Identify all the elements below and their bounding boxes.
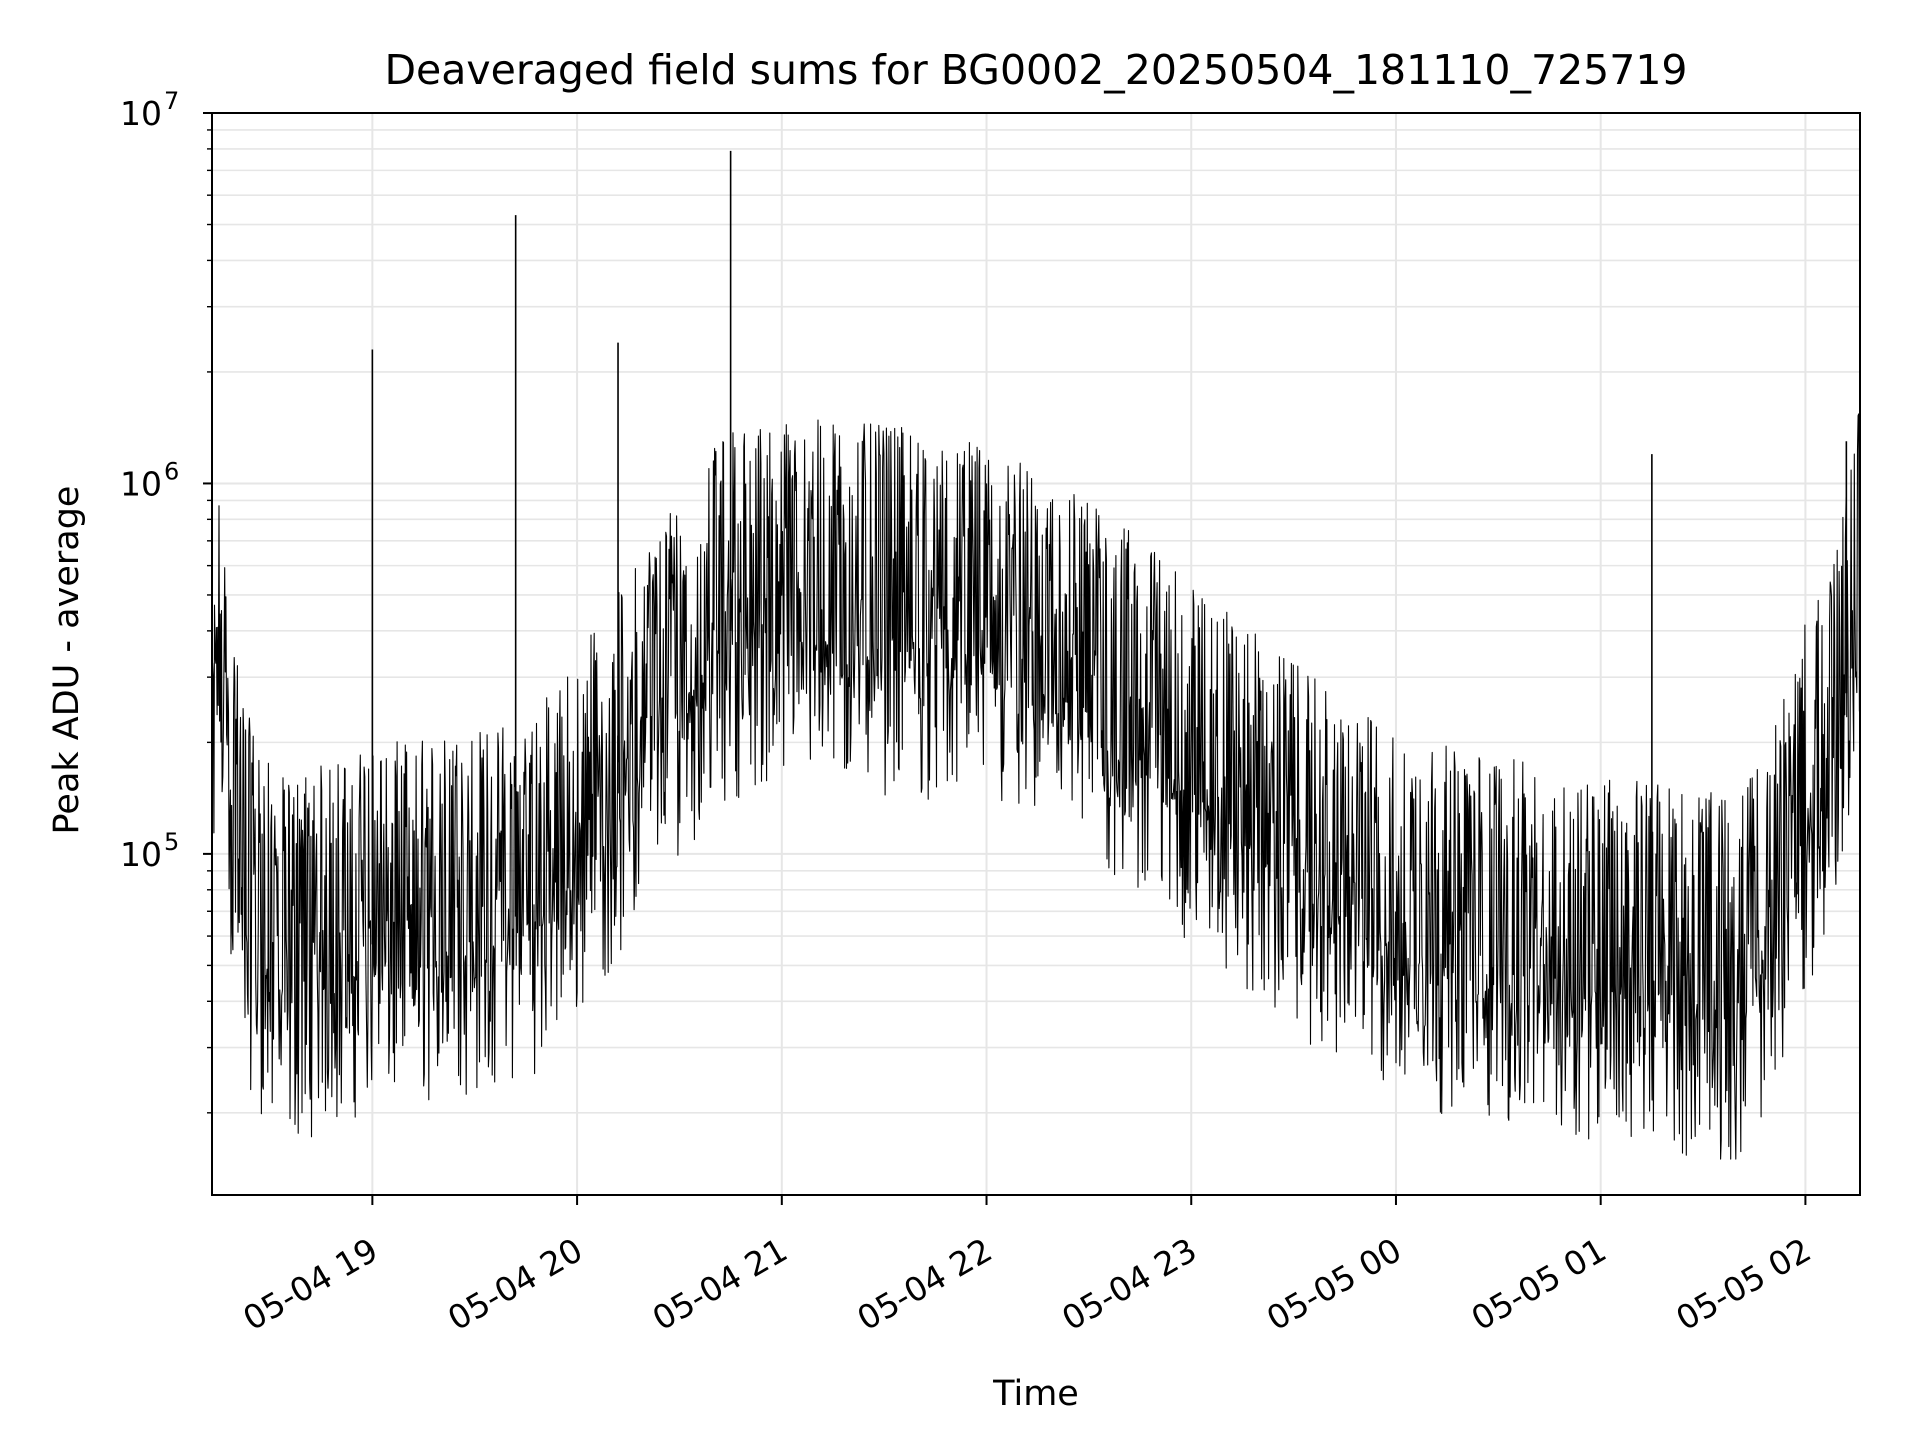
y-tick-base: 10: [120, 464, 162, 503]
y-tick-label: 10 7: [120, 87, 179, 133]
y-tick-exponent: 6: [164, 457, 179, 485]
x-axis-label: Time: [992, 1374, 1079, 1414]
y-tick-label: 10 6: [120, 457, 179, 503]
chart-title: Deaveraged field sums for BG0002_2025050…: [384, 46, 1687, 94]
y-tick-base: 10: [120, 835, 162, 874]
y-tick-exponent: 5: [164, 828, 179, 856]
y-tick-exponent: 7: [164, 87, 179, 115]
plot-frame: [211, 112, 1861, 1196]
series-line: [211, 413, 1861, 1160]
y-tick-base: 10: [120, 94, 162, 133]
plot-area: [211, 150, 1861, 1160]
y-axis-label: Peak ADU - average: [47, 486, 87, 835]
y-tick-label: 10 5: [120, 828, 179, 874]
